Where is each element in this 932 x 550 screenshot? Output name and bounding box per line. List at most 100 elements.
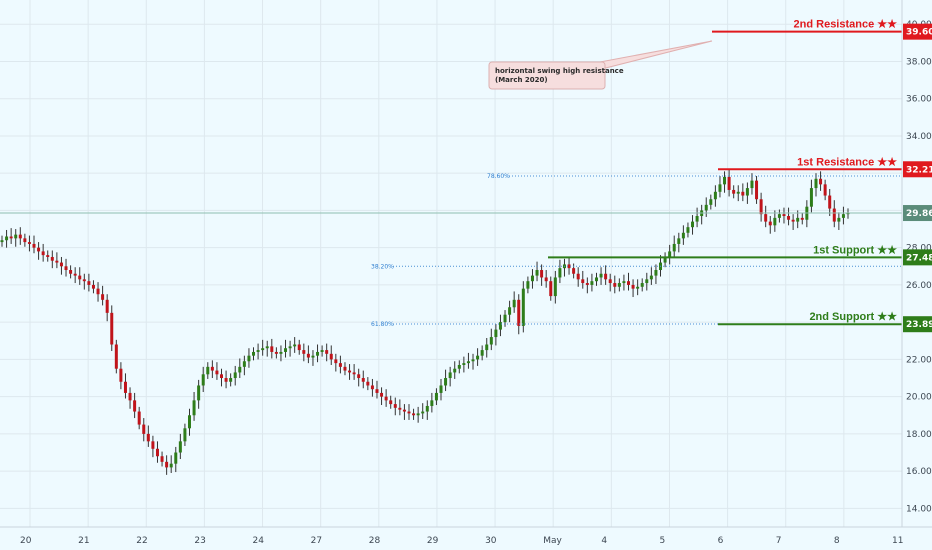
candle-body [709,199,713,205]
candle-body [192,400,196,416]
candle-body [755,180,759,200]
candle-body [462,363,466,365]
level-price-label: 39.60 [906,28,932,38]
candle-body [384,396,388,401]
level-price-badge [903,316,932,333]
y-tick-label: 16.00 [906,467,932,477]
x-tick-label: 4 [601,536,607,546]
candle-body [37,247,41,252]
candle-body [398,407,402,410]
candle-body [46,255,50,257]
candle-body [270,346,274,352]
x-tick-label: 22 [136,536,147,546]
candle-body [430,400,434,406]
candle-body [343,366,347,371]
candle-body [14,234,18,239]
candle-body [636,286,640,289]
candle-body [101,294,105,300]
current-price-label: 29.86 [906,209,932,219]
candle-body [782,214,786,217]
x-tick-label: 29 [427,536,439,546]
candle-body [348,370,352,373]
candle-body [96,288,100,295]
candle-body [581,279,585,284]
candle-body [284,348,288,352]
candle-body [370,385,374,390]
candle-body [50,256,54,261]
candle-body [649,275,653,280]
candle-body [745,188,749,196]
candle-body [796,217,800,222]
candle-body [439,385,443,393]
candle-body [832,208,836,222]
candle-body [133,400,137,412]
candle-body [686,227,690,233]
candle-body [233,372,237,379]
candle-body [293,344,297,347]
candle-body [357,374,361,379]
candle-body [55,260,59,263]
y-tick-label: 22.00 [906,355,932,365]
candle-body [590,281,594,285]
candle-body [723,176,727,185]
candle-body [800,217,804,220]
candle-body [274,351,278,354]
candle-body [306,353,310,358]
candle-body [540,270,544,278]
candle-body [407,411,411,414]
candle-body [64,266,68,271]
candle-body [608,279,612,284]
candle-body [119,368,123,382]
candle-body [197,385,201,401]
candle-body [41,251,45,256]
candle-body [261,348,265,351]
candle-body [142,424,146,434]
chart-grid [0,0,903,527]
candle-body [206,366,210,375]
candle-body [105,299,109,313]
candle-body [375,389,379,393]
candle-body [311,355,315,358]
level-price-label: 27.48 [906,253,932,263]
price-labels: 29.86 39.60 32.21 27.48 23.89 [903,23,932,333]
candle-body [604,273,608,280]
candle-body [466,361,470,364]
candle-body [768,221,772,226]
candle-body [503,314,507,323]
time-axis: 20 21 22 23 24 27 28 29 30 May 4 5 6 7 8 11 [0,526,932,546]
level-name: 1st Resistance ★★ [797,156,897,168]
level-name: 2nd Resistance ★★ [794,19,898,31]
candle-body [448,372,452,379]
y-tick-label: 36.00 [906,95,932,105]
candle-body [302,350,306,354]
candle-body [521,288,525,326]
candle-body [508,307,512,315]
candle-body [174,452,178,464]
y-tick-label: 18.00 [906,430,932,440]
candle-body [727,176,731,190]
candle-body [622,281,626,284]
candle-body [224,378,228,382]
candle-body [663,256,667,263]
candle-body [787,216,791,220]
candle-body [329,353,333,360]
y-tick-label: 38.00 [906,57,932,67]
candle-body [599,273,603,278]
candle-body [819,178,823,185]
candle-body [27,242,31,244]
candle-body [256,350,260,352]
candle-body [626,281,630,285]
callout-text-line2: (March 2020) [495,76,548,84]
x-tick-label: 21 [78,536,89,546]
x-tick-label: 6 [718,536,724,546]
candle-body [594,277,598,282]
candle-body [549,281,553,297]
candle-body [5,236,9,241]
candle-body [9,236,13,239]
candle-body [773,217,777,226]
candle-body [316,351,320,356]
candle-body [137,411,141,425]
x-tick-label: 8 [834,536,840,546]
x-tick-label: 24 [253,536,265,546]
